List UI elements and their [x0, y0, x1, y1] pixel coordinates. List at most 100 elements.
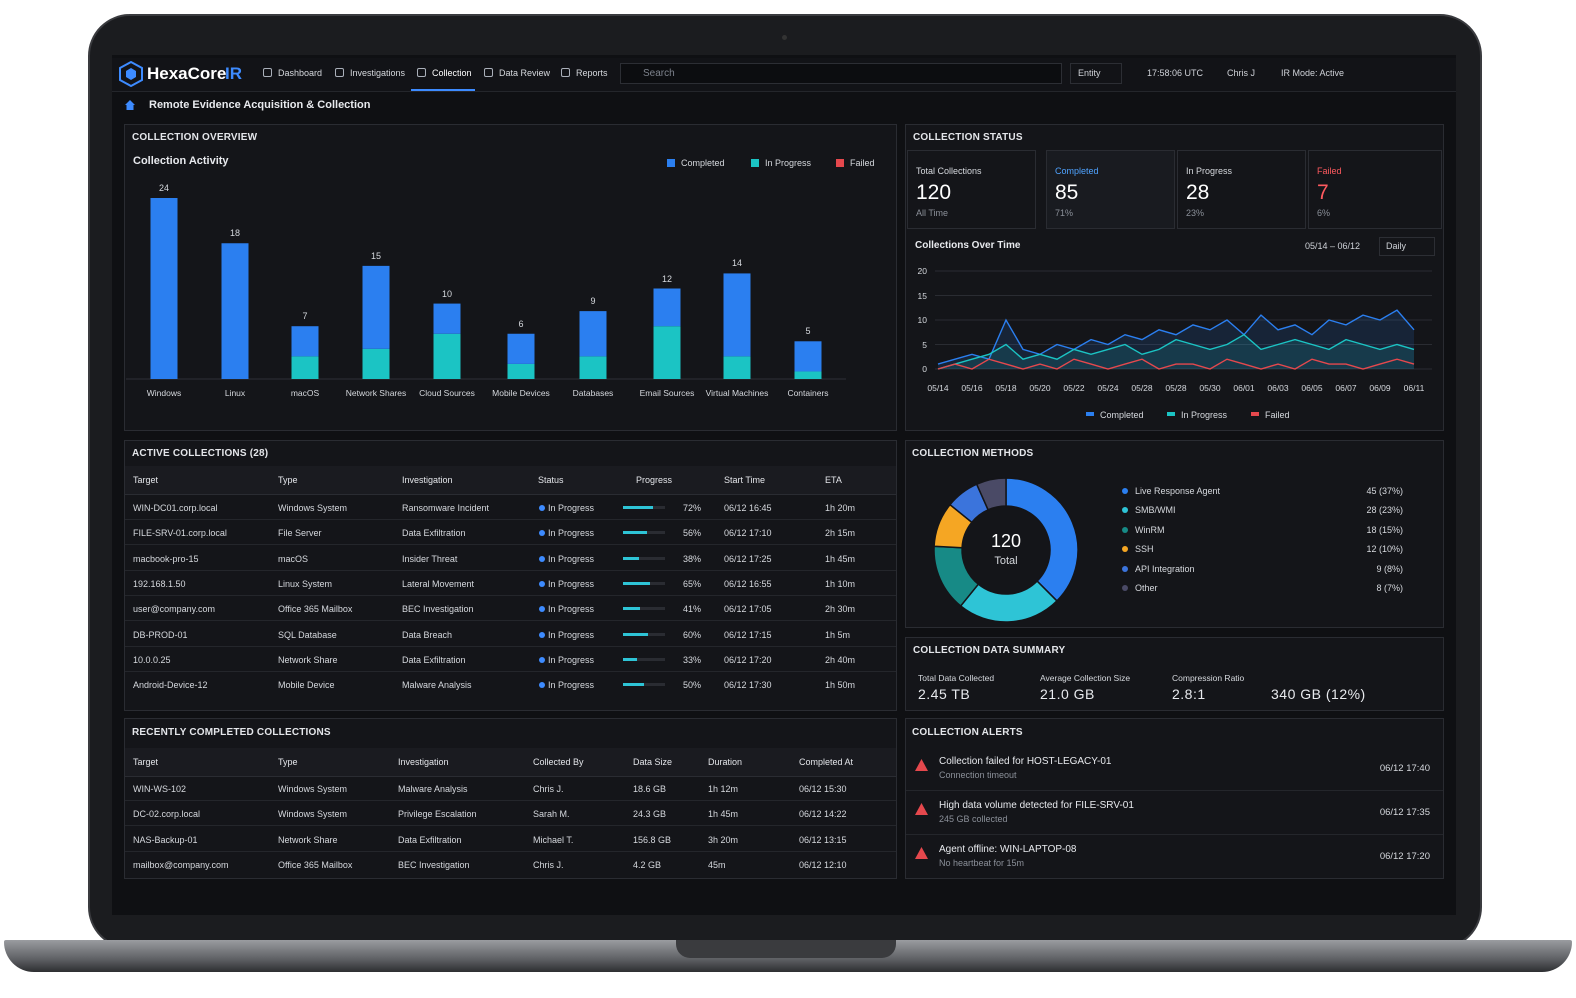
panel-title: COLLECTION OVERVIEW: [132, 132, 258, 143]
nav-icon: [561, 68, 570, 77]
nav-item[interactable]: Data Review: [499, 68, 551, 78]
y-tick-label: 15: [917, 290, 927, 301]
legend-swatch: [1086, 412, 1094, 416]
x-tick-label: 06/07: [1335, 383, 1357, 393]
column-header: Type: [278, 757, 298, 767]
x-tick-label: Mobile Devices: [492, 388, 550, 398]
legend-label: Live Response Agent: [1135, 486, 1221, 496]
nav-item[interactable]: Investigations: [350, 68, 406, 78]
table-cell: 06/12 15:30: [799, 784, 847, 794]
panel-title: ACTIVE COLLECTIONS (28): [132, 448, 269, 459]
bar-total-label: 15: [370, 250, 381, 261]
search-box[interactable]: [620, 63, 1062, 84]
table-cell: 06/12 17:20: [724, 654, 772, 665]
legend-value: 28 (23%): [1366, 505, 1403, 516]
stat-sub: 71%: [1055, 208, 1074, 218]
table-cell: 45m: [708, 859, 726, 870]
x-tick-label: Cloud Sources: [419, 388, 475, 398]
stat-sub: 23%: [1186, 208, 1205, 218]
mode[interactable]: IR Mode: Active: [1281, 68, 1345, 78]
x-tick-label: 05/16: [961, 383, 983, 393]
table-cell: 1h 50m: [825, 680, 856, 691]
column-header: Target: [133, 475, 159, 485]
date-range[interactable]: 05/14 – 06/12: [1305, 241, 1361, 251]
x-tick-label: 06/01: [1233, 383, 1255, 393]
alert-time: 06/12 17:20: [1379, 851, 1430, 862]
stat-value: 85: [1055, 181, 1079, 204]
nav-item[interactable]: Collection: [432, 68, 472, 78]
legend-value: 12 (10%): [1366, 544, 1403, 555]
nav-icon: [417, 68, 426, 77]
table-cell: Data Exfiltration: [402, 654, 466, 665]
table-cell: Windows System: [278, 503, 348, 513]
column-header: Investigation: [402, 475, 453, 485]
table-cell: mailbox@company.com: [133, 859, 229, 870]
status-dot: [539, 606, 545, 613]
table-cell: 06/12 16:45: [724, 503, 772, 513]
nav-item[interactable]: Dashboard: [278, 68, 323, 78]
table-cell: In Progress: [548, 503, 595, 513]
camera: [782, 35, 787, 40]
column-header: Collected By: [533, 757, 584, 767]
x-tick-label: Containers: [787, 388, 829, 398]
summary-value: 2.45 TB: [918, 686, 971, 702]
x-tick-label: 06/11: [1403, 383, 1425, 393]
legend-label: Completed: [681, 158, 725, 168]
row-divider: [125, 645, 896, 647]
table-cell: NAS-Backup-01: [133, 834, 198, 845]
x-tick-label: 05/20: [1029, 383, 1051, 393]
summary-label: Compression Ratio: [1172, 673, 1245, 683]
chart-title: Collections Over Time: [915, 240, 1021, 251]
table-cell: 06/12 16:55: [724, 578, 772, 589]
nav-item[interactable]: Reports: [576, 68, 608, 78]
bar-total-label: 6: [518, 318, 524, 329]
progress-fill: [623, 506, 654, 509]
table-cell: 2h 30m: [825, 604, 856, 615]
stat-card: [907, 150, 1036, 229]
home-icon[interactable]: [125, 100, 135, 110]
entity-select[interactable]: [1070, 63, 1122, 84]
panel-title: COLLECTION STATUS: [913, 132, 1023, 143]
alert-time: 06/12 17:35: [1379, 807, 1430, 818]
table-cell: In Progress: [548, 528, 595, 539]
column-header: Investigation: [398, 757, 449, 767]
table-cell: BEC Investigation: [402, 604, 474, 615]
x-tick-label: 06/05: [1301, 383, 1323, 393]
table-cell: Chris J.: [533, 859, 564, 870]
legend-label: SMB/WMI: [1135, 505, 1176, 516]
table-cell: Malware Analysis: [402, 680, 472, 691]
table-cell: Data Breach: [402, 629, 453, 640]
table-cell: Malware Analysis: [398, 784, 468, 794]
nav-icon: [263, 68, 272, 77]
row-divider: [125, 800, 896, 801]
entity-label: Entity: [1078, 68, 1101, 78]
user[interactable]: Chris J: [1227, 68, 1256, 78]
column-header: Progress: [636, 475, 673, 485]
progress-track: [623, 657, 665, 661]
progress-fill: [623, 531, 647, 535]
table-cell: Linux System: [278, 578, 333, 589]
stat-value: 7: [1317, 181, 1329, 204]
status-dot: [539, 631, 545, 638]
row-divider: [906, 834, 1443, 835]
legend-swatch: [667, 159, 675, 167]
summary-panel: [905, 637, 1444, 711]
status-dot: [539, 555, 545, 562]
table-cell: 2h 40m: [825, 654, 856, 665]
x-tick-label: 05/30: [1199, 383, 1221, 393]
table-cell: 06/12 17:25: [724, 553, 772, 564]
table-cell: 06/12 17:30: [724, 680, 772, 691]
table-cell: Ransomware Incident: [402, 503, 490, 513]
search-placeholder: Search: [643, 68, 675, 79]
x-tick-label: Windows: [146, 388, 182, 398]
panel-title: COLLECTION ALERTS: [912, 727, 1023, 738]
brand: HexaCore: [147, 64, 227, 83]
legend-label: SSH: [1135, 544, 1154, 555]
table-cell: user@company.com: [133, 604, 215, 615]
y-tick-label: 10: [917, 315, 927, 325]
legend-value: 45 (37%): [1366, 486, 1403, 496]
table-cell: 06/12 13:15: [799, 834, 847, 845]
interval-select[interactable]: [1379, 237, 1435, 256]
legend-dot: [1122, 488, 1128, 494]
table-cell: In Progress: [548, 629, 595, 640]
